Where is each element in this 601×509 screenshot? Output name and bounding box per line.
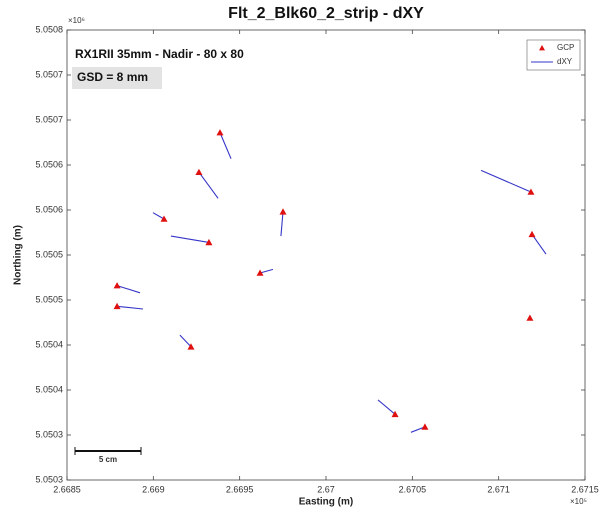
x-tick-label: 2.671 bbox=[487, 484, 510, 494]
x-tick-label: 2.6685 bbox=[53, 484, 81, 494]
displacement-vector bbox=[480, 169, 532, 193]
scale-bar-label: 5 cm bbox=[99, 455, 117, 464]
y-tick-label: 5.0508 bbox=[35, 24, 63, 34]
gcp-marker bbox=[421, 423, 429, 430]
displacement-vector bbox=[198, 171, 219, 199]
gcp-marker bbox=[187, 343, 195, 350]
x-multiplier: ×10⁵ bbox=[570, 497, 587, 506]
displacement-vector bbox=[259, 268, 274, 274]
annotation-box bbox=[72, 67, 162, 89]
gcp-marker bbox=[527, 188, 535, 195]
legend bbox=[526, 39, 581, 71]
annotation: GSD = 8 mm bbox=[77, 70, 148, 84]
displacement-vector bbox=[280, 211, 284, 237]
gcp-marker bbox=[256, 269, 264, 276]
displacement-vector bbox=[377, 399, 396, 415]
y-multiplier: ×10⁶ bbox=[68, 16, 85, 25]
y-tick-label: 5.0507 bbox=[35, 69, 63, 79]
x-tick-label: 2.6705 bbox=[399, 484, 427, 494]
legend-label: GCP bbox=[557, 43, 574, 52]
x-axis-label: Easting (m) bbox=[299, 497, 353, 508]
y-tick-label: 5.0503 bbox=[35, 474, 63, 484]
displacement-vector bbox=[531, 233, 547, 255]
legend-label: dXY bbox=[557, 57, 573, 66]
gcp-marker bbox=[528, 230, 536, 238]
y-tick-label: 5.0504 bbox=[35, 384, 63, 394]
y-tick-label: 5.0505 bbox=[35, 249, 63, 259]
x-tick-label: 2.6695 bbox=[226, 484, 254, 494]
y-tick-label: 5.0505 bbox=[35, 294, 63, 304]
displacement-vector bbox=[117, 305, 144, 310]
displacement-vector bbox=[116, 285, 141, 294]
y-axis-label: Northing (m) bbox=[13, 225, 24, 285]
legend-marker bbox=[539, 45, 545, 51]
gcp-marker bbox=[526, 314, 534, 321]
y-tick-label: 5.0507 bbox=[35, 114, 63, 124]
displacement-vector bbox=[179, 334, 192, 348]
chart-title: Flt_2_Blk60_2_strip - dXY bbox=[228, 5, 424, 22]
displacement-vector bbox=[170, 235, 210, 243]
gcp-marker bbox=[216, 129, 224, 136]
y-tick-label: 5.0503 bbox=[35, 429, 63, 439]
gcp-marker bbox=[205, 238, 213, 246]
y-tick-label: 5.0506 bbox=[35, 159, 63, 169]
displacement-vector bbox=[152, 212, 165, 220]
displacement-vector bbox=[219, 132, 232, 159]
gcp-marker bbox=[113, 302, 121, 310]
plot-frame bbox=[66, 29, 586, 481]
x-tick-label: 2.6715 bbox=[571, 484, 599, 494]
gcp-marker bbox=[113, 282, 121, 289]
gcp-marker bbox=[195, 168, 203, 175]
annotation: RX1RII 35mm - Nadir - 80 x 80 bbox=[75, 47, 244, 61]
gcp-marker bbox=[160, 215, 168, 222]
gcp-marker bbox=[279, 208, 287, 215]
x-tick-label: 2.67 bbox=[317, 484, 335, 494]
y-tick-label: 5.0506 bbox=[35, 204, 63, 214]
x-tick-label: 2.669 bbox=[142, 484, 165, 494]
gcp-marker bbox=[391, 410, 399, 418]
y-tick-label: 5.0504 bbox=[35, 339, 63, 349]
